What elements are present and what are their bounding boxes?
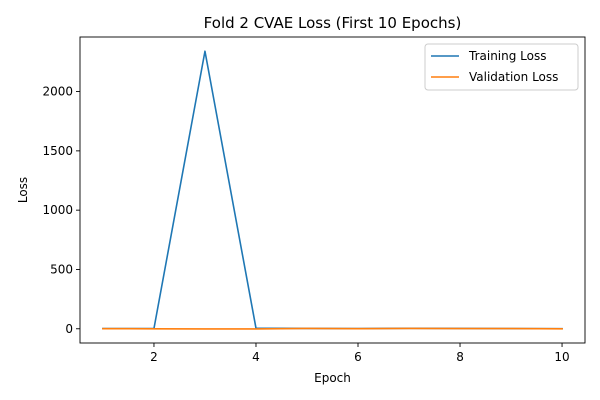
plot-area bbox=[79, 36, 586, 344]
y-tick-label: 0 bbox=[65, 322, 73, 336]
y-tick-label: 1000 bbox=[42, 203, 73, 217]
x-tick-label: 8 bbox=[456, 350, 464, 364]
y-tick-label: 2000 bbox=[42, 85, 73, 99]
x-tick-label: 6 bbox=[354, 350, 362, 364]
x-axis-label: Epoch bbox=[314, 371, 351, 385]
chart-title: Fold 2 CVAE Loss (First 10 Epochs) bbox=[204, 14, 462, 32]
legend-label: Training Loss bbox=[468, 49, 546, 63]
legend: Training Loss Validation Loss bbox=[424, 43, 579, 91]
legend-items: Training Loss Validation Loss bbox=[431, 49, 558, 84]
series-layer bbox=[102, 50, 563, 330]
legend-box bbox=[424, 43, 579, 91]
legend-label: Validation Loss bbox=[469, 70, 558, 84]
y-axis-label: Loss bbox=[16, 177, 30, 203]
x-tick-label: 2 bbox=[150, 350, 158, 364]
series-line-training-loss bbox=[102, 50, 563, 330]
y-tick-label: 500 bbox=[50, 262, 73, 276]
y-axis-ticks: 0 500 1000 1500 2000 bbox=[42, 85, 80, 336]
x-tick-label: 4 bbox=[252, 350, 260, 364]
x-tick-label: 10 bbox=[554, 350, 569, 364]
axes-frame bbox=[79, 36, 586, 344]
y-tick-label: 1500 bbox=[42, 144, 73, 158]
x-axis-ticks: 2 4 6 8 10 bbox=[150, 343, 570, 364]
